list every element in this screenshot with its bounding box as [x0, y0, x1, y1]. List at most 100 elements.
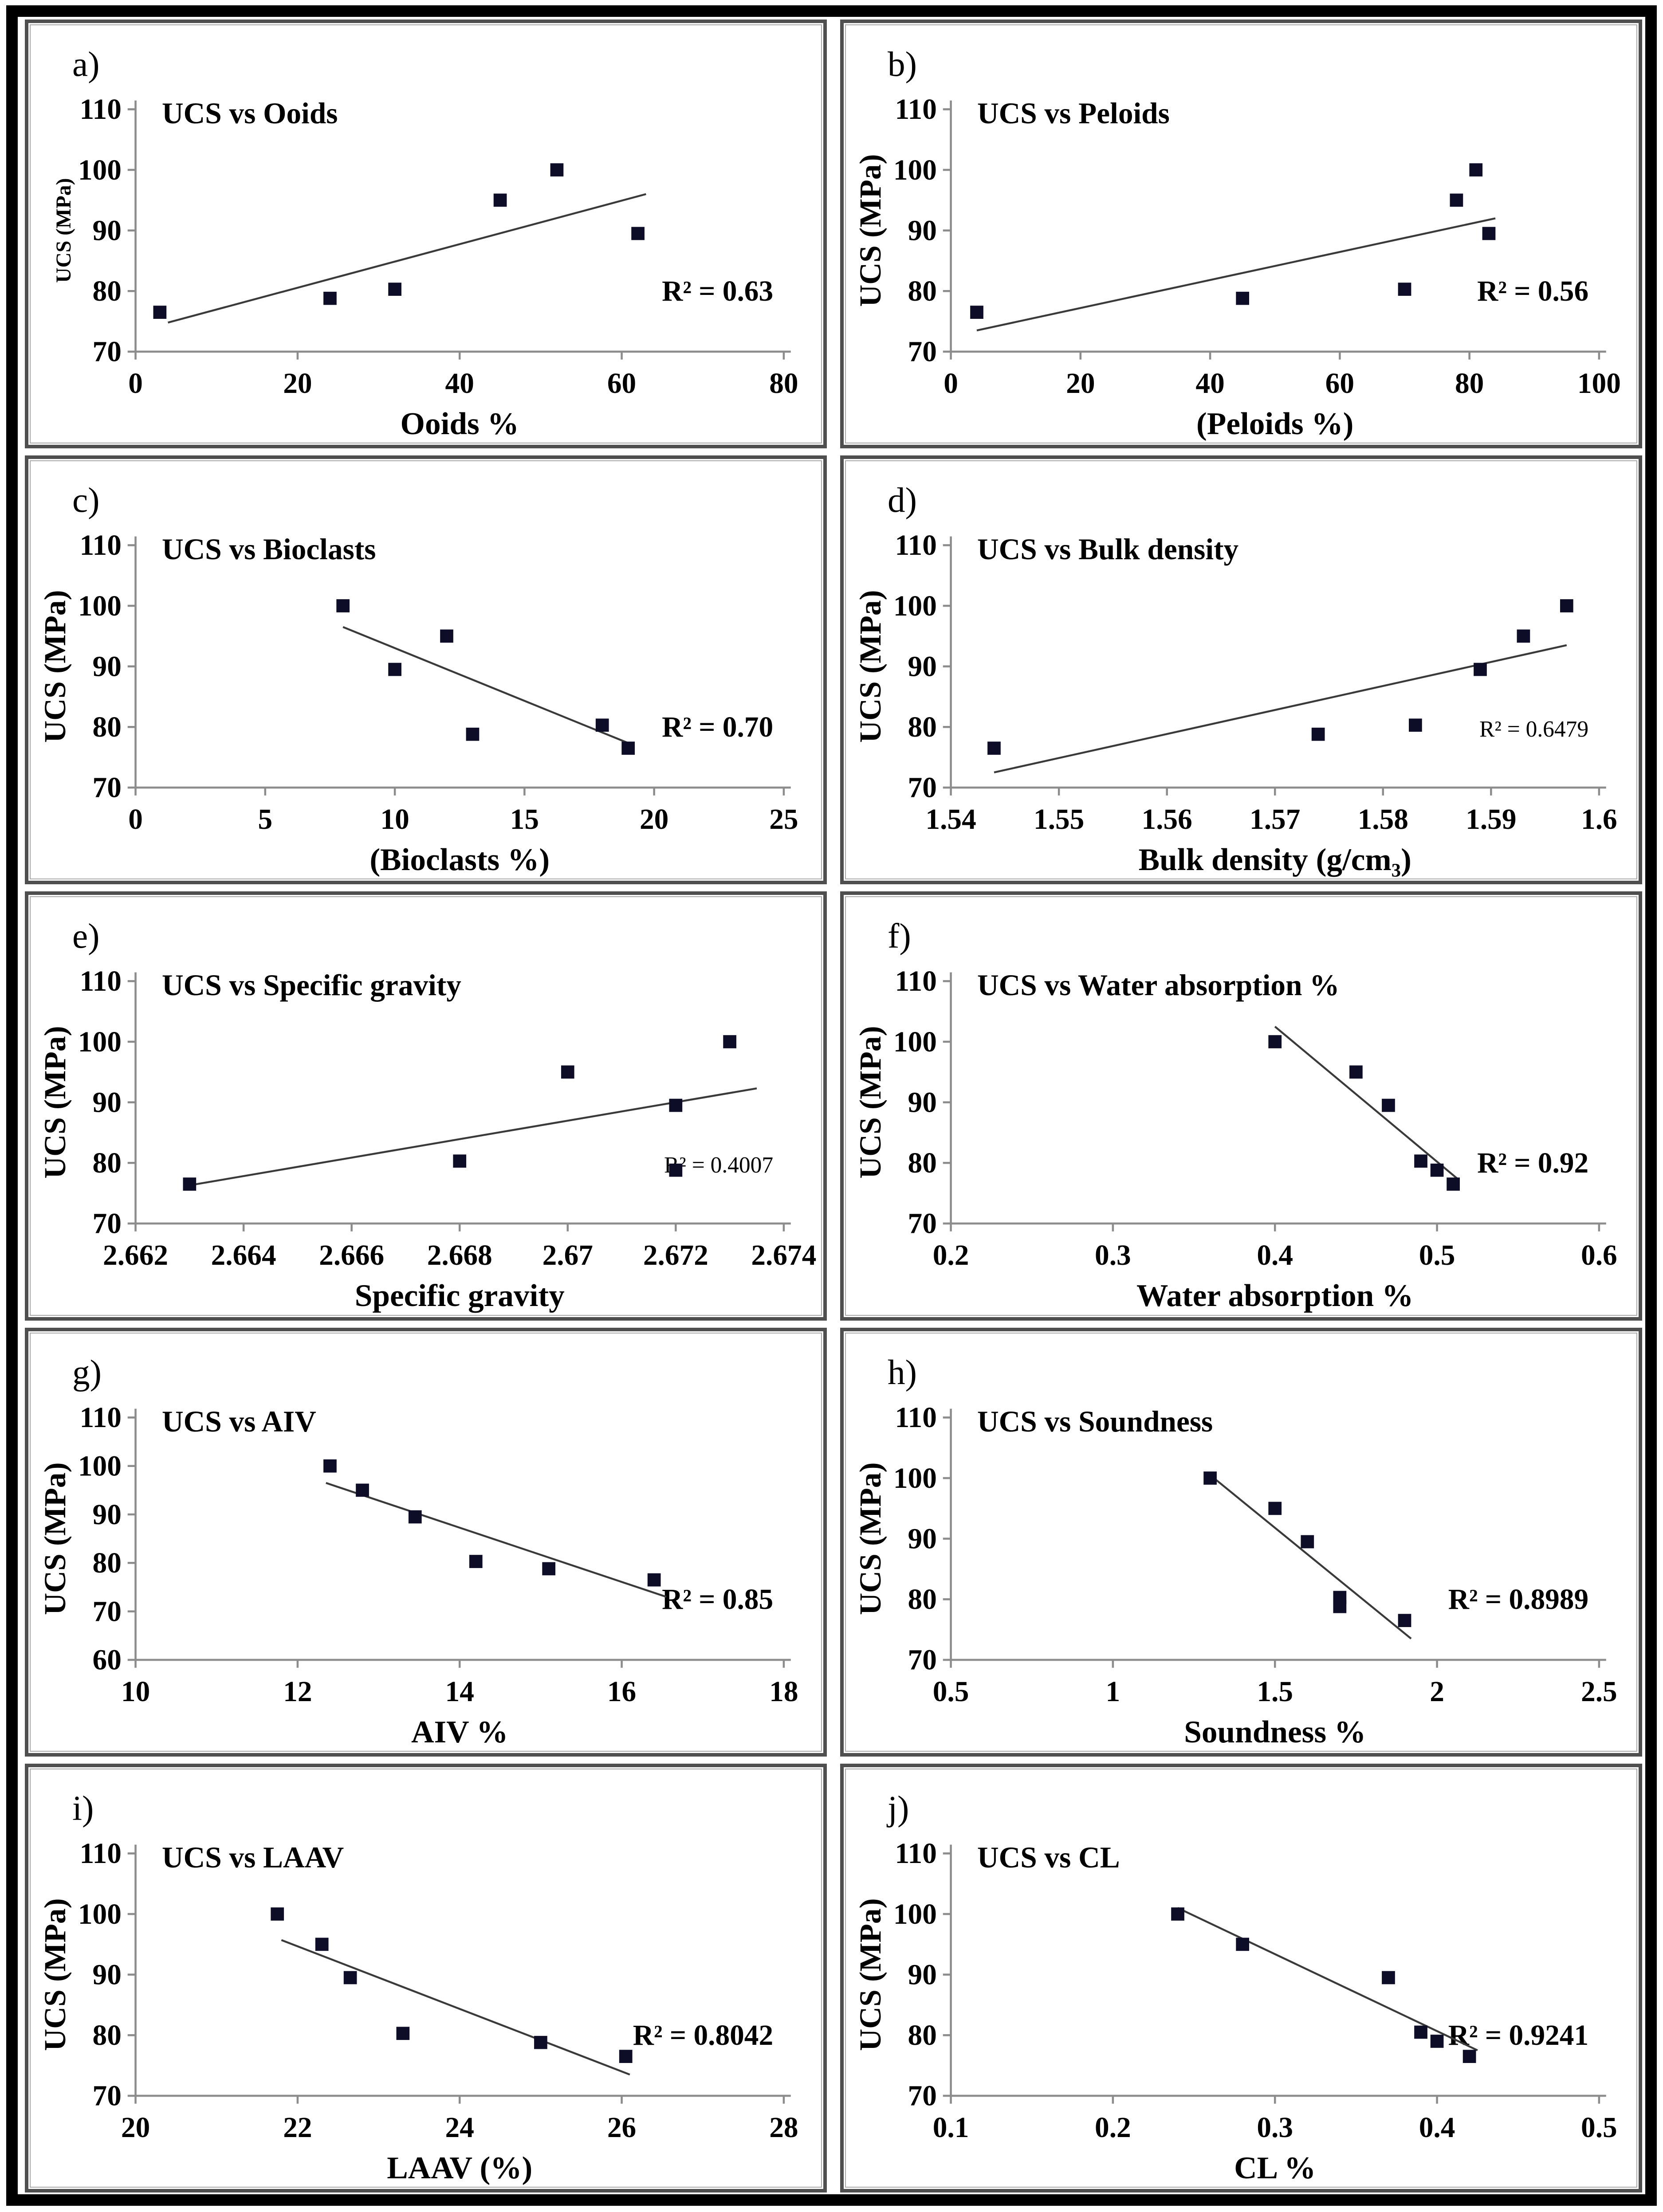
panel-letter: i): [72, 1789, 94, 1828]
chart-title: UCS vs CL: [977, 1841, 1120, 1874]
chart-title: UCS vs Specific gravity: [162, 969, 461, 1002]
trendline: [342, 626, 634, 746]
panel-d: d) 70 80 90 100 110 1.54 1.55 1.56 1.57 1.58 1.59 1.…: [840, 455, 1642, 885]
x-tick-label: 15: [510, 804, 539, 835]
panel-a: a) 70 80 90 100 110 0 20 40 60 80 UCS vs Ooids Ooids…: [25, 20, 827, 449]
y-tick-label: 80: [908, 711, 937, 743]
scatter-point: [1482, 227, 1496, 240]
scatter-point: [631, 227, 645, 240]
scatter-point: [1236, 1937, 1250, 1951]
x-tick-label: 10: [121, 1676, 150, 1708]
scatter-point: [1430, 2034, 1444, 2048]
x-tick-label: 1.57: [1250, 804, 1300, 835]
y-tick-label: 110: [80, 529, 122, 561]
chart-title: UCS vs Soundness: [977, 1405, 1213, 1438]
y-tick-label: 70: [908, 772, 937, 804]
x-axis-title: Bulk density (g/cm₃): [1139, 842, 1411, 877]
y-tick-label: 90: [93, 1959, 122, 1991]
scatter-point: [621, 741, 635, 755]
panel-letter: h): [888, 1353, 917, 1392]
scatter-point: [1430, 1164, 1444, 1177]
y-axis-title: UCS (MPa): [38, 1026, 72, 1179]
x-tick-label: 0: [128, 804, 143, 835]
panel-letter: a): [72, 45, 100, 84]
scatter-point: [153, 306, 167, 319]
x-tick-label: 0: [128, 368, 143, 400]
x-axis-title: Ooids %: [401, 406, 519, 441]
x-tick-label: 28: [769, 2112, 798, 2144]
x-tick-label: 2.674: [751, 1239, 816, 1271]
scatter-point: [1517, 629, 1530, 643]
x-tick-label: 0.3: [1257, 2112, 1293, 2144]
panel-b-chart: b) 70 80 90 100 110 0 20 40 60 80 100 UCS vs Peloids…: [853, 45, 1621, 441]
y-tick-label: 90: [908, 651, 937, 683]
scatter-point: [1450, 193, 1463, 207]
x-tick-label: 2.664: [211, 1239, 276, 1271]
y-tick-label: 110: [895, 529, 937, 561]
panel-letter: f): [888, 917, 911, 956]
scatter-point: [1398, 1613, 1411, 1627]
r2-annotation: R² = 0.9241: [1448, 2020, 1588, 2051]
x-tick-label: 1: [1106, 1676, 1120, 1708]
y-axis-title: UCS (MPa): [853, 1898, 887, 2051]
scatter-point: [408, 1510, 422, 1523]
r2-annotation: R² = 0.8989: [1448, 1584, 1588, 1616]
scatter-point: [343, 1971, 357, 1985]
x-tick-label: 0.4: [1419, 2112, 1455, 2144]
y-axis-title: UCS (MPa): [853, 1026, 887, 1179]
panel-d-chart: d) 70 80 90 100 110 1.54 1.55 1.56 1.57 1.58 1.59 1.…: [853, 481, 1617, 877]
r2-annotation: R² = 0.85: [662, 1584, 773, 1616]
y-tick-label: 70: [93, 772, 122, 804]
scatter-point: [1474, 663, 1487, 676]
x-tick-label: 0.4: [1257, 1239, 1293, 1271]
y-tick-label: 100: [893, 1462, 937, 1494]
scatter-point: [440, 629, 453, 643]
y-tick-label: 100: [78, 1450, 122, 1482]
r2-annotation: R² = 0.70: [662, 711, 773, 743]
x-tick-label: 18: [769, 1676, 798, 1708]
x-tick-label: 0: [944, 368, 958, 400]
x-tick-label: 20: [121, 2112, 150, 2144]
y-tick-label: 70: [908, 1644, 937, 1676]
y-tick-label: 80: [93, 1547, 122, 1579]
trendline: [1274, 1026, 1459, 1181]
panel-letter: g): [72, 1353, 102, 1392]
r2-annotation: R² = 0.92: [1477, 1147, 1588, 1179]
scatter-point: [356, 1483, 369, 1497]
trendline: [168, 193, 646, 324]
x-axis-title: (Bioclasts %): [370, 842, 550, 877]
y-tick-label: 100: [893, 590, 937, 622]
scatter-point: [1414, 1154, 1427, 1168]
x-tick-label: 2.668: [427, 1239, 492, 1271]
scatter-point: [1409, 718, 1422, 732]
scatter-point: [1414, 2025, 1427, 2039]
y-tick-label: 110: [895, 1838, 937, 1870]
panel-h: h) 70 80 90 100 110 0.5 1 1.5 2 2.5 UCS vs Soundnes…: [840, 1327, 1642, 1757]
x-axis-title: Soundness %: [1184, 1714, 1366, 1749]
x-axis-title: Water absorption %: [1136, 1278, 1413, 1313]
r2-annotation: R² = 0.63: [662, 275, 773, 307]
y-tick-label: 80: [93, 711, 122, 743]
y-tick-label: 110: [80, 966, 122, 998]
trendline: [1177, 1907, 1478, 2051]
x-tick-label: 80: [769, 368, 798, 400]
y-tick-label: 100: [893, 1898, 937, 1930]
panel-c-chart: c) 70 80 90 100 110 0 5 10 15 20 25 UCS vs Bioclasts…: [38, 481, 798, 877]
scatter-point: [388, 663, 401, 676]
x-tick-label: 1.56: [1142, 804, 1192, 835]
x-tick-label: 1.54: [925, 804, 976, 835]
y-tick-label: 70: [908, 336, 937, 368]
panel-letter: d): [888, 481, 917, 520]
y-tick-label: 100: [78, 154, 122, 186]
scatter-point: [550, 163, 564, 176]
y-axis-title: UCS (MPa): [853, 590, 887, 743]
chart-title: UCS vs Bulk density: [977, 533, 1238, 566]
scatter-point: [542, 1562, 556, 1575]
scatter-point: [1447, 1177, 1460, 1191]
r2-annotation: R² = 0.6479: [1479, 717, 1588, 742]
scatter-point: [987, 741, 1001, 755]
panel-f: f) 70 80 90 100 110 0.2 0.3 0.4 0.5 0.6 UCS vs Wate…: [840, 891, 1642, 1321]
y-tick-label: 80: [93, 1147, 122, 1179]
y-tick-label: 80: [908, 275, 937, 307]
scatter-point: [595, 718, 609, 732]
